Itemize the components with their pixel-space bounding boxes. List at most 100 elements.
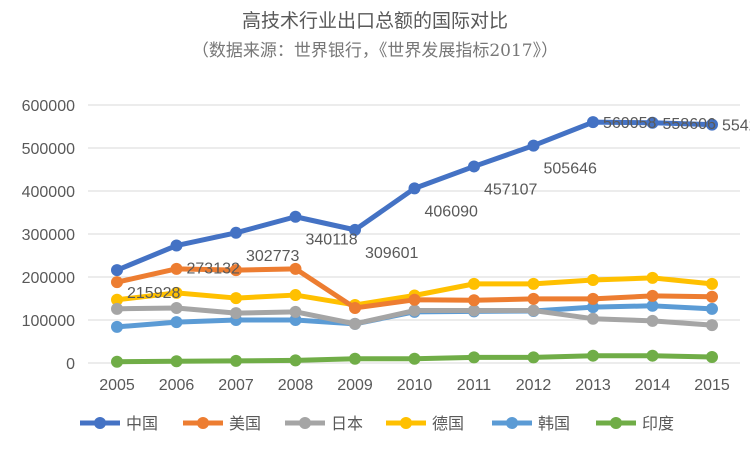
legend-label: 中国 [126,414,158,433]
data-point [170,301,183,314]
data-point [468,160,480,173]
data-point [527,292,540,305]
data-label: 340118 [306,232,358,249]
data-point [527,351,540,364]
data-point [468,277,480,290]
data-point [646,314,659,327]
data-point [289,354,302,367]
data-point [646,116,659,129]
data-point [646,299,659,312]
data-point [408,304,421,317]
data-point [706,350,718,363]
data-label: 560058 [603,115,656,132]
data-point [170,286,183,299]
legend-marker [94,417,106,429]
data-label: 505646 [544,161,597,178]
y-tick-label: 600000 [22,98,75,115]
x-tick-label: 2006 [159,377,195,394]
data-point [706,118,718,131]
data-point [587,292,599,305]
data-point [587,312,599,325]
data-point [706,277,718,290]
y-tick-label: 300000 [22,227,75,244]
data-point [170,239,183,252]
x-tick-label: 2014 [635,377,671,394]
data-point [468,351,480,364]
data-label: 302773 [246,248,299,265]
data-point [527,277,540,290]
data-point [289,210,302,223]
legend-label: 韩国 [538,414,570,433]
y-tick-label: 0 [66,356,75,373]
data-point [587,274,599,287]
data-point [111,293,123,306]
data-point [646,349,659,362]
data-point [587,349,599,362]
data-point [111,355,123,368]
data-label: 558606 [663,116,716,133]
data-label: 215928 [127,285,180,302]
data-point [468,294,480,307]
data-point [111,302,123,315]
x-tick-label: 2012 [516,377,552,394]
x-tick-label: 2007 [218,377,254,394]
data-label: 457107 [484,181,537,198]
x-tick-label: 2015 [694,377,730,394]
x-tick-label: 2010 [397,377,433,394]
data-label: 406090 [425,203,478,220]
legend-marker [610,417,622,429]
x-tick-label: 2011 [457,377,492,394]
data-point [289,305,302,318]
x-tick-label: 2005 [99,377,135,394]
data-point [349,301,361,314]
y-tick-label: 100000 [22,313,75,330]
data-point [527,304,540,317]
data-point [170,262,183,275]
legend-label: 德国 [432,414,464,433]
data-label: 554273 [722,118,750,135]
data-point [289,262,302,275]
data-point [646,289,659,302]
data-point [111,320,123,333]
data-point [527,139,540,152]
data-point [349,223,361,236]
data-point [706,319,718,332]
y-tick-label: 500000 [22,141,75,158]
data-point [230,292,242,305]
legend-label: 印度 [642,414,674,433]
data-point [408,352,421,365]
data-label: 273132 [187,261,240,278]
data-point [706,290,718,303]
data-point [408,293,421,306]
data-point [230,226,242,239]
data-point [230,354,242,367]
data-point [170,316,183,329]
data-point [170,355,183,368]
data-point [408,182,421,195]
x-tick-label: 2009 [337,377,373,394]
legend-marker [197,417,209,429]
x-tick-label: 2008 [278,377,314,394]
data-point [230,264,242,277]
chart-subtitle: （数据来源：世界银行，《世界发展指标2017》） [191,41,559,61]
legend-marker [299,417,311,429]
data-point [349,317,361,330]
data-point [468,304,480,317]
legend-marker [400,417,412,429]
y-tick-label: 200000 [22,270,75,287]
data-point [111,276,123,289]
data-point [289,289,302,302]
data-label: 309601 [365,245,418,262]
data-point [111,264,123,277]
data-point [646,271,659,284]
chart-title: 高技术行业出口总额的国际对比 [241,10,508,32]
legend-marker [506,417,518,429]
data-point [587,116,599,129]
data-point [706,302,718,315]
legend-label: 美国 [229,414,261,433]
y-tick-label: 400000 [22,184,75,201]
data-point [230,307,242,320]
x-tick-label: 2013 [575,377,611,394]
legend-label: 日本 [331,414,363,433]
